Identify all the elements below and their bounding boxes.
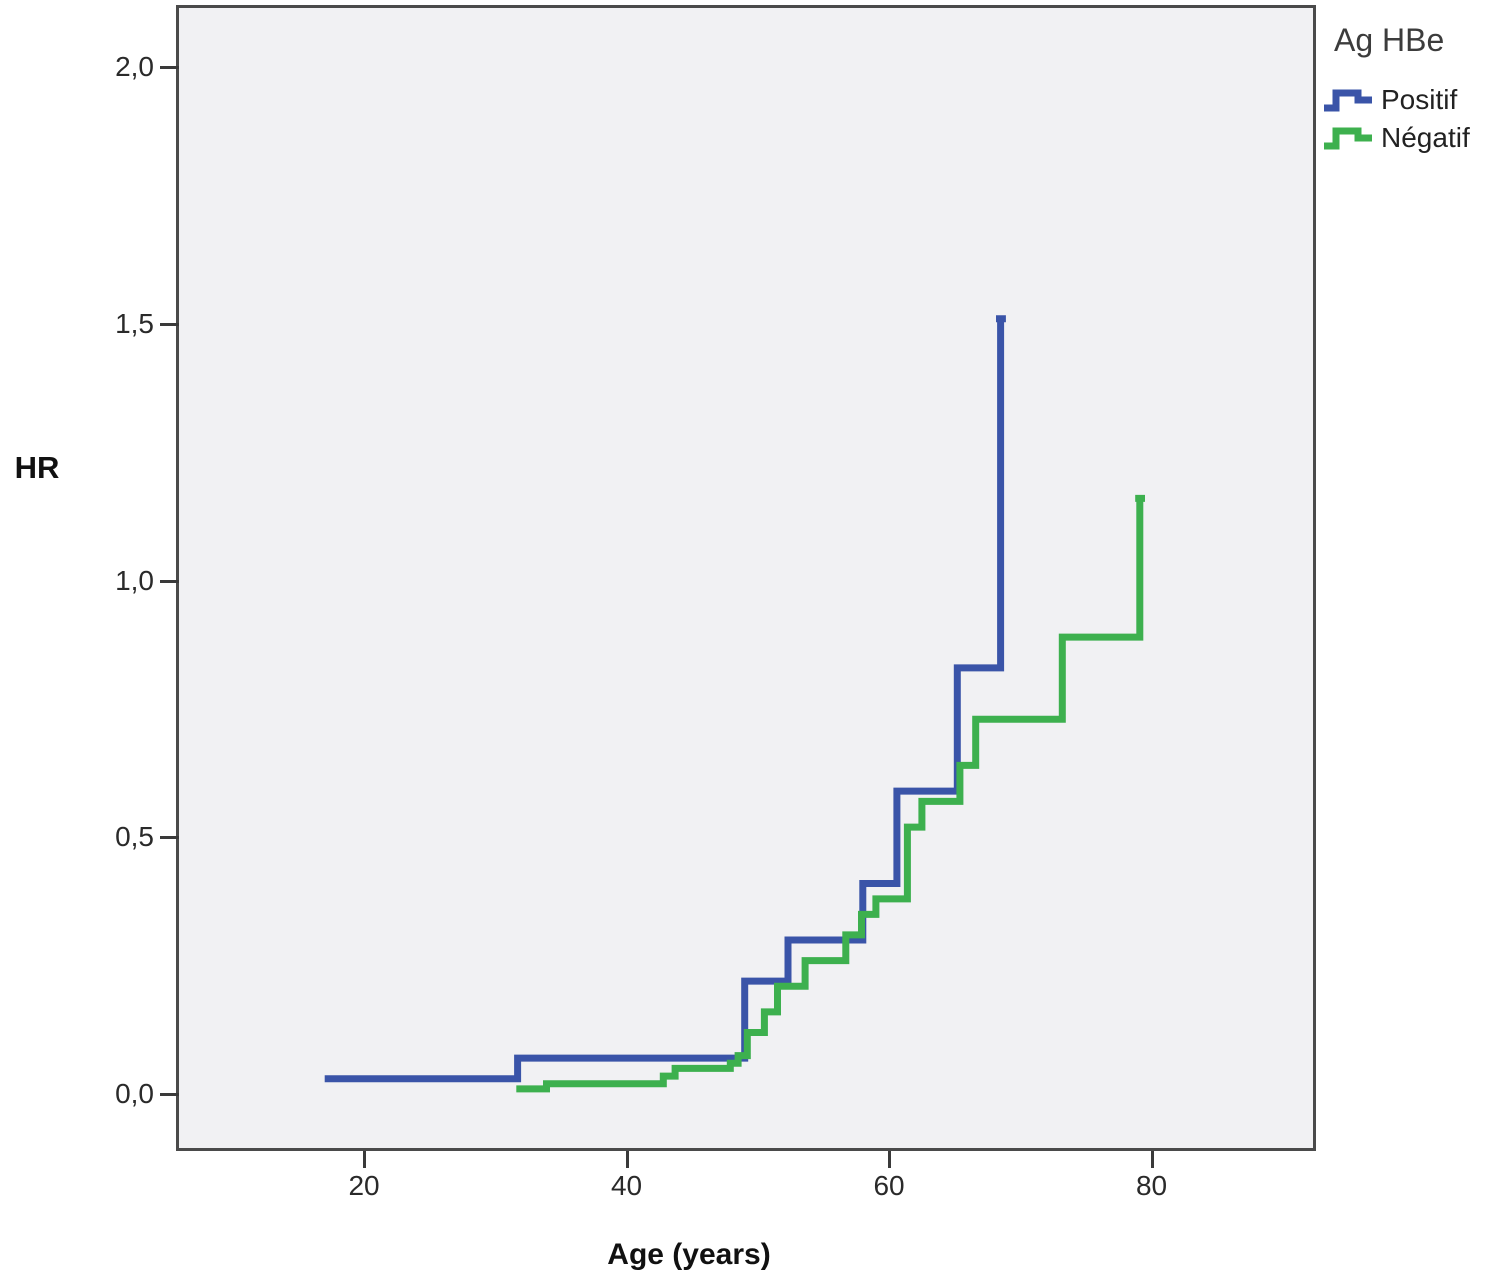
x-tick-mark <box>888 1151 892 1168</box>
chart-canvas <box>324 315 1145 1093</box>
plot-area <box>176 5 1316 1151</box>
y-tick-label: 0,0 <box>115 1078 154 1110</box>
x-tick-mark <box>625 1151 629 1168</box>
series-line-positif <box>324 315 1006 1083</box>
legend-item-positif: Positif <box>1322 81 1498 119</box>
legend-label-negatif: Négatif <box>1381 122 1470 153</box>
y-tick-mark <box>160 836 179 840</box>
y-tick-mark <box>160 1093 179 1097</box>
legend-label-positif: Positif <box>1381 84 1458 115</box>
x-tick-mark <box>1150 1151 1154 1168</box>
y-tick-label: 1,5 <box>115 307 154 339</box>
x-tick-label: 20 <box>348 1170 380 1201</box>
series-line-négatif <box>516 494 1145 1093</box>
y-tick-mark <box>160 579 179 583</box>
step-line-swatch-icon <box>1324 89 1372 112</box>
x-axis-title: Age (years) <box>607 1238 771 1271</box>
legend: Ag HBe Positif Négatif <box>1322 22 1498 157</box>
x-tick-label: 80 <box>1135 1170 1168 1201</box>
y-tick-mark <box>160 66 179 70</box>
x-tick-mark <box>363 1151 367 1168</box>
y-tick-label: 1,0 <box>115 564 154 596</box>
y-axis-title: HR <box>14 450 60 485</box>
y-tick-label: 2,0 <box>115 51 154 83</box>
x-tick-label: 40 <box>610 1170 643 1201</box>
y-tick-mark <box>160 322 179 326</box>
legend-title: Ag HBe <box>1334 22 1445 58</box>
x-tick-label: 60 <box>873 1170 905 1201</box>
legend-item-negatif: Négatif <box>1322 119 1498 157</box>
y-tick-label: 0,5 <box>115 821 154 853</box>
step-line-swatch-icon <box>1324 127 1372 150</box>
